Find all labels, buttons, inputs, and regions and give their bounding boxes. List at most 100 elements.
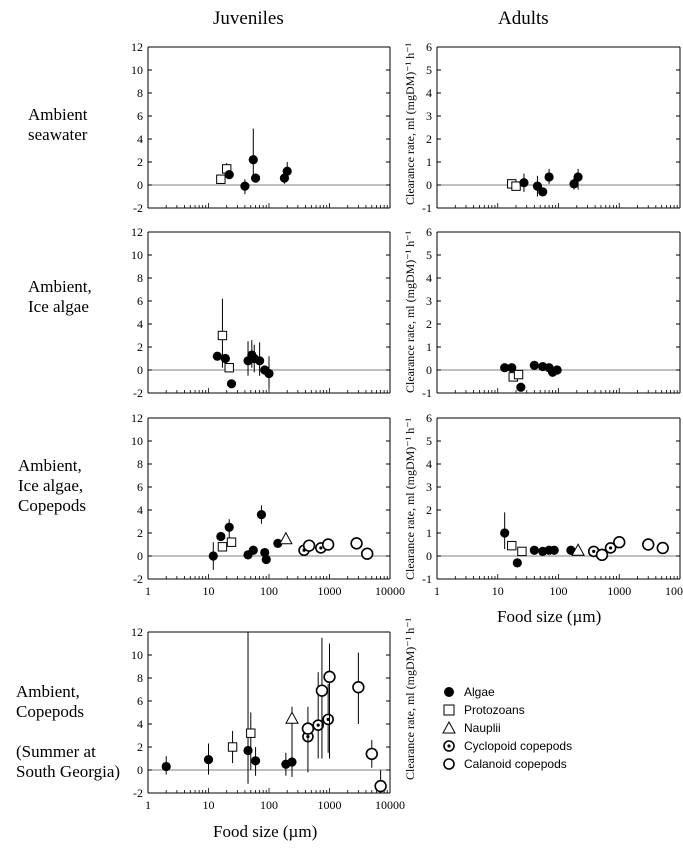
y-tick-label: 3 [426, 294, 432, 308]
y-tick-label: 1 [426, 340, 432, 354]
x-tick-label: 100 [260, 584, 278, 598]
data-point-alga [212, 351, 222, 361]
x-tick-label: 1 [434, 584, 440, 598]
data-point-alga [529, 545, 539, 555]
data-point-calanoid [350, 537, 363, 550]
data-point-calanoid [321, 538, 335, 551]
data-point-alga [256, 509, 267, 520]
data-point-alga [240, 181, 250, 191]
data-point-alga [500, 528, 510, 538]
data-point-alga [538, 187, 548, 197]
y-tick-label: 4 [137, 717, 143, 731]
y-tick-label: 6 [137, 294, 143, 308]
data-point-nauplius [279, 531, 293, 545]
y-tick-label: 2 [426, 503, 432, 517]
y-tick-label: 6 [426, 40, 432, 54]
data-point-cyclopoid-dot [319, 546, 323, 550]
x-tick-label: 100 [550, 584, 568, 598]
y-tick-label: 0 [137, 178, 143, 192]
data-point-alga [264, 368, 274, 379]
y-tick-label: 5 [426, 434, 432, 448]
data-point-alga [203, 755, 214, 765]
data-point-calanoid [361, 547, 374, 560]
data-point-alga [282, 166, 292, 176]
y-tick-label: 6 [426, 225, 432, 239]
data-point-protozoan [224, 363, 234, 373]
y-tick-label: 12 [131, 625, 143, 639]
data-point-alga [260, 547, 270, 558]
data-point-protozoan [507, 540, 517, 551]
data-point-alga [161, 761, 171, 772]
data-point-cyclopoid-dot [326, 717, 330, 722]
data-point-calanoid [323, 670, 336, 684]
y-tick-label: 3 [426, 109, 432, 123]
data-point-protozoan [511, 181, 521, 191]
data-point-alga [569, 179, 579, 189]
data-point-alga [552, 365, 562, 375]
legend-label: Cyclopoid copepods [464, 739, 573, 753]
y-tick-label: 6 [137, 480, 143, 494]
y-tick-label: 0 [426, 363, 432, 377]
data-point-cyclopoid-dot [592, 549, 596, 554]
y-tick-label: 12 [131, 411, 143, 425]
x-tick-label: 100 [260, 798, 278, 812]
juveniles-header: Juveniles [213, 8, 284, 29]
open-circle-icon [443, 758, 455, 770]
data-point-calanoid [352, 680, 365, 694]
y-tick-label: -2 [133, 386, 143, 400]
data-point-alga [287, 757, 297, 767]
x-tick-label: 10000 [375, 798, 405, 812]
data-point-protozoan [227, 742, 238, 752]
legend-label: Protozoans [464, 703, 525, 717]
x-tick-label: 10 [203, 798, 215, 812]
y-tick-label: 0 [137, 363, 143, 377]
legend-label: Nauplii [464, 721, 501, 735]
row-label-ambient-seawater: Ambient seawater [28, 105, 88, 144]
row-label-copepods-south-georgia: Ambient, Copepods (Summer at South Georg… [16, 682, 121, 781]
data-point-alga [220, 353, 230, 364]
data-point-protozoan [217, 542, 228, 552]
data-point-alga [250, 756, 261, 766]
data-point-calanoid [302, 539, 316, 552]
y-tick-label: 2 [426, 132, 432, 146]
data-point-alga [226, 379, 237, 389]
x-tick-label: 1 [145, 584, 151, 598]
data-point-nauplius [571, 543, 585, 556]
data-point-alga [255, 356, 265, 366]
data-point-cyclopoid-dot [608, 546, 613, 550]
data-point-alga [261, 554, 271, 565]
y-tick-label: 12 [131, 225, 143, 239]
data-point-alga [248, 155, 258, 165]
data-point-calanoid [613, 535, 626, 549]
y-tick-label: 12 [131, 40, 143, 54]
legend-protozoans: Protozoans [442, 703, 525, 717]
adults-header: Adults [498, 8, 549, 29]
y-tick-label: -2 [133, 786, 143, 800]
y-tick-label: 6 [137, 109, 143, 123]
legend-label: Calanoid copepods [464, 757, 567, 771]
y-tick-label: 2 [137, 155, 143, 169]
data-point-alga [273, 538, 283, 548]
legend-calanoid: Calanoid copepods [442, 757, 567, 771]
y-tick-label: 5 [426, 248, 432, 262]
data-point-protozoan [517, 546, 527, 557]
data-point-alga [500, 363, 510, 373]
filled-circle-icon [444, 687, 454, 697]
row-label-ice-algae-copepods: Ambient, Ice algae, Copepods [18, 456, 86, 515]
data-point-alga [248, 545, 258, 555]
y-tick-label: 3 [426, 480, 432, 494]
y-tick-label: 8 [137, 271, 143, 285]
y-tick-label: -1 [422, 201, 432, 215]
x-tick-label: 10000 [375, 584, 405, 598]
data-point-protozoan [246, 728, 256, 738]
y-tick-label: 2 [137, 340, 143, 354]
legend-nauplii: Nauplii [442, 721, 501, 735]
x-tick-label: 1000 [318, 584, 342, 598]
x-axis-label-adults: Food size (µm) [497, 607, 602, 626]
y-tick-label: 4 [137, 503, 143, 517]
data-point-alga [549, 545, 559, 555]
y-tick-label: -1 [422, 572, 432, 586]
data-point-calanoid [315, 684, 329, 697]
data-point-cyclopoid-dot [316, 723, 320, 727]
